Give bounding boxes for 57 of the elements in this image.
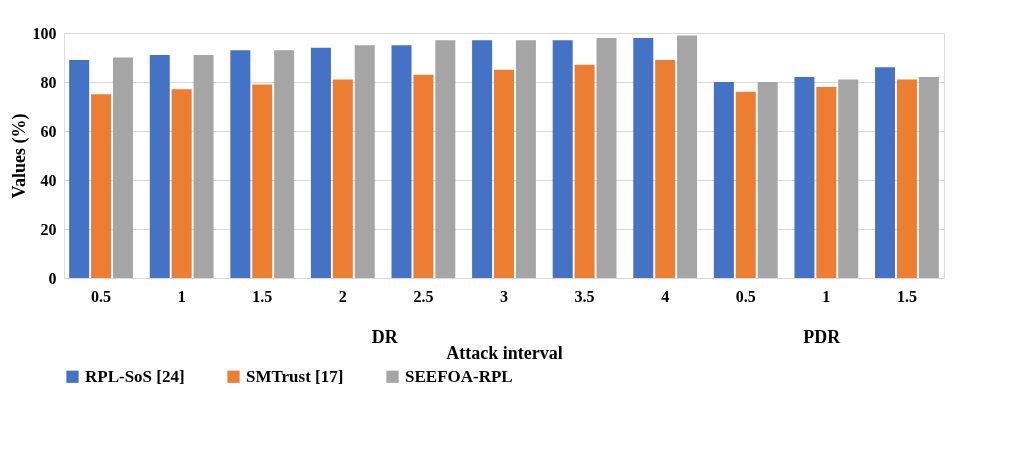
x-tick-label: 1: [822, 287, 831, 305]
y-tick-label: 60: [40, 122, 57, 140]
bar: [230, 50, 251, 278]
bar: [918, 77, 939, 278]
bar: [552, 40, 573, 278]
bar: [274, 50, 295, 278]
x-tick-label: 1.5: [896, 287, 917, 305]
bar: [252, 84, 273, 278]
y-tick-label: 0: [48, 269, 57, 287]
bar: [494, 69, 514, 278]
bar: [633, 37, 654, 278]
text: DR: [371, 327, 399, 347]
bar: [472, 40, 493, 278]
bar: [354, 45, 375, 278]
bar: [794, 77, 815, 278]
x-axis-title: Attack interval: [446, 342, 563, 363]
bar: [677, 35, 698, 278]
bar: [896, 79, 917, 278]
bar: [310, 47, 331, 278]
x-tick-label: 0.5: [735, 287, 756, 305]
x-tick-label: 3.5: [574, 287, 595, 305]
bar: [655, 59, 676, 278]
bar: [757, 82, 778, 278]
legend-label: SMTrust [17]: [246, 366, 344, 386]
bar: [149, 55, 170, 278]
x-tick-label: 2.5: [413, 287, 434, 305]
bar: [713, 82, 734, 278]
x-tick-label: 3: [500, 287, 508, 305]
bar: [816, 86, 837, 278]
text: PDR: [803, 327, 842, 347]
y-tick-label: 20: [40, 220, 57, 238]
y-tick-label: 40: [40, 171, 57, 189]
bar: [735, 91, 756, 278]
x-tick-label: 1.5: [252, 287, 273, 305]
bar: [332, 79, 353, 278]
x-tick-label: 4: [661, 287, 670, 305]
bar: [574, 64, 595, 278]
bar: [838, 79, 859, 278]
x-tick-label: 2: [338, 287, 347, 305]
bar: [69, 59, 90, 278]
bar: [171, 89, 192, 278]
x-tick-label: 0.5: [91, 287, 112, 305]
bar: [193, 55, 214, 278]
bar: [515, 40, 536, 278]
legend-label: RPL-SoS [24]: [85, 366, 185, 386]
bar: [435, 40, 456, 278]
legend-label: SEEFOA-RPL: [405, 366, 513, 386]
bar: [596, 37, 617, 278]
bar: [112, 57, 133, 278]
bar: [91, 94, 112, 278]
bar: [391, 45, 412, 278]
bar: [875, 67, 896, 278]
y-tick-label: 100: [32, 24, 57, 42]
y-axis-title: Values (%): [8, 113, 30, 199]
y-tick-label: 80: [40, 73, 57, 91]
x-tick-label: 1: [177, 287, 186, 305]
bar: [413, 74, 434, 278]
